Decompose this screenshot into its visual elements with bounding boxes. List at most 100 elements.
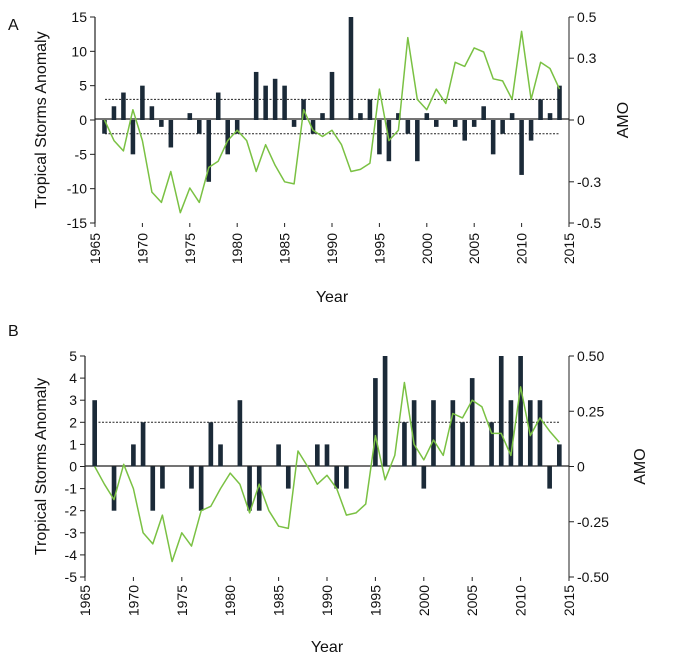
bar	[424, 113, 430, 120]
bar	[121, 92, 126, 120]
bar	[324, 444, 330, 467]
x-tick-label: 1990	[324, 233, 340, 264]
bar	[140, 85, 145, 120]
y-tick-label: -4	[65, 547, 78, 563]
bar	[396, 113, 401, 120]
bar	[500, 120, 505, 134]
y-tick-label: 2	[69, 414, 77, 430]
bar	[490, 120, 496, 155]
bar	[111, 466, 117, 511]
x-tick-label: 1970	[134, 233, 150, 264]
bar	[556, 444, 562, 467]
y-tick-label: 15	[71, 9, 87, 25]
bar	[310, 120, 316, 134]
bar	[285, 466, 291, 489]
y2-tick-label: -0.25	[577, 514, 609, 530]
bar	[537, 400, 543, 467]
y-axis-label: Tropical Storms Anomaly	[33, 31, 50, 208]
y-tick-label: -5	[75, 146, 88, 162]
y2-tick-label: 0.50	[577, 348, 604, 364]
bar	[225, 120, 230, 155]
y2-tick-label: 0.5	[577, 9, 597, 25]
y2-tick-label: -0.3	[577, 174, 601, 190]
y2-tick-label: 0	[577, 112, 585, 128]
y-tick-label: 0	[79, 112, 87, 128]
x-tick-label: 2005	[464, 585, 480, 616]
x-tick-label: 2015	[561, 585, 577, 616]
y2-tick-label: 0.3	[577, 50, 597, 66]
y-tick-label: -3	[65, 525, 78, 541]
bar	[344, 466, 349, 489]
bar	[150, 466, 156, 511]
y-tick-label: 4	[69, 370, 77, 386]
bar	[334, 466, 340, 489]
x-tick-label: 1975	[182, 233, 198, 264]
bar	[450, 400, 456, 467]
bar	[160, 466, 165, 489]
bar	[405, 120, 411, 134]
x-tick-label: 1965	[87, 233, 103, 264]
x-tick-label: 1995	[371, 233, 387, 264]
bar	[402, 422, 407, 467]
bar	[452, 120, 458, 127]
bar	[329, 71, 335, 120]
bar	[434, 120, 439, 127]
bar	[140, 422, 146, 467]
y-tick-label: 3	[69, 392, 77, 408]
y2-axis-label: AMO	[615, 102, 632, 138]
bar	[276, 444, 281, 467]
y-tick-label: 5	[79, 78, 87, 94]
y-tick-label: 0	[69, 459, 77, 475]
x-tick-label: 2010	[514, 233, 530, 264]
bar	[489, 422, 494, 467]
y-tick-label: -15	[67, 215, 87, 231]
bar	[508, 400, 514, 467]
bar	[358, 113, 363, 120]
bar	[314, 444, 320, 467]
bar	[131, 444, 136, 467]
x-tick-label: 1965	[77, 585, 93, 616]
bar	[519, 120, 524, 175]
bar	[263, 85, 268, 120]
bar	[159, 120, 164, 127]
y-tick-label: -10	[67, 181, 87, 197]
x-tick-label: 1980	[229, 233, 245, 264]
bar	[547, 113, 553, 120]
bar	[234, 120, 240, 134]
y2-tick-label: 0	[577, 459, 585, 475]
y-axis-label: Tropical Storms Anomaly	[33, 378, 50, 555]
bar	[538, 99, 543, 120]
x-tick-label: 1985	[277, 233, 293, 264]
bar	[348, 17, 354, 120]
x-tick-label: 2005	[466, 233, 482, 264]
bar	[237, 400, 243, 467]
bar	[367, 99, 373, 120]
bar	[377, 120, 382, 155]
bar	[92, 400, 98, 467]
bar	[411, 400, 417, 467]
bar	[215, 92, 221, 120]
bar	[111, 106, 117, 120]
bar	[102, 120, 107, 134]
amo-line	[94, 381, 560, 563]
bar	[547, 466, 552, 489]
x-axis-label: Year	[311, 639, 344, 656]
bar	[373, 378, 378, 467]
panel-label: A	[8, 17, 19, 34]
bar	[197, 120, 202, 134]
bar	[509, 113, 515, 120]
bar	[415, 120, 420, 162]
bar	[272, 78, 278, 120]
bar	[130, 120, 136, 155]
bar	[421, 466, 427, 489]
bar	[198, 466, 204, 511]
y-tick-label: 1	[69, 436, 77, 452]
amo-line	[103, 30, 561, 214]
chart-panel-a: A 15 10 5 0 -5 -10 -15 0.5 0.3 0 -0.3 -0.5 1965 1970 19…	[8, 9, 632, 306]
y2-tick-label: -0.5	[577, 215, 601, 231]
bar	[518, 356, 523, 467]
bar	[481, 106, 486, 120]
x-tick-label: 1985	[271, 585, 287, 616]
bar	[291, 120, 297, 127]
